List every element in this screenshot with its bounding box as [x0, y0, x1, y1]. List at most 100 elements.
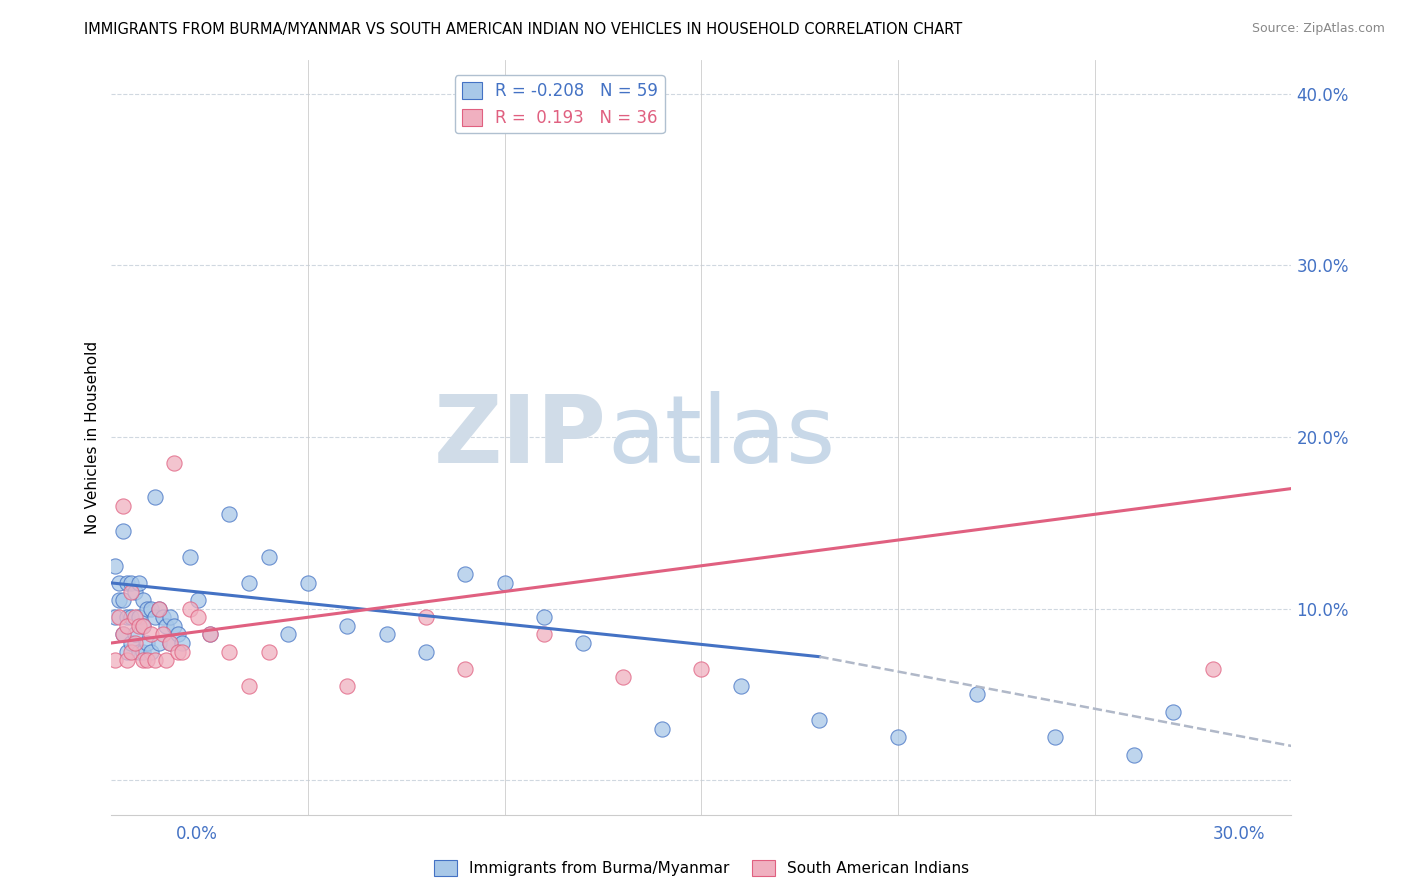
Point [135, 653, 157, 667]
Point [148, 601, 170, 615]
Point [336, 679, 359, 693]
Point [132, 619, 155, 633]
Point [167, 644, 190, 658]
Point [128, 644, 150, 658]
Point [104, 653, 127, 667]
Point [454, 567, 477, 582]
Point [1045, 731, 1067, 745]
Point [112, 593, 135, 607]
Text: 30.0%: 30.0% [1213, 825, 1265, 843]
Point [415, 644, 437, 658]
Point [143, 490, 166, 504]
Point [108, 576, 131, 591]
Point [143, 610, 166, 624]
Point [1163, 705, 1185, 719]
Text: Source: ZipAtlas.com: Source: ZipAtlas.com [1251, 22, 1385, 36]
Point [218, 508, 240, 522]
Point [494, 576, 516, 591]
Point [187, 610, 209, 624]
Point [104, 558, 127, 573]
Point [198, 627, 221, 641]
Point [730, 679, 752, 693]
Point [124, 610, 146, 624]
Point [238, 576, 260, 591]
Point [124, 584, 146, 599]
Point [651, 722, 673, 736]
Point [808, 713, 831, 727]
Point [198, 627, 221, 641]
Point [132, 653, 155, 667]
Point [112, 627, 135, 641]
Point [135, 636, 157, 650]
Point [128, 576, 150, 591]
Point [112, 627, 135, 641]
Point [690, 662, 713, 676]
Point [112, 524, 135, 539]
Point [179, 550, 201, 565]
Point [336, 619, 359, 633]
Point [163, 619, 186, 633]
Point [120, 610, 142, 624]
Point [1123, 747, 1146, 762]
Text: ZIP: ZIP [434, 391, 607, 483]
Point [120, 576, 142, 591]
Point [143, 653, 166, 667]
Point [124, 627, 146, 641]
Point [159, 636, 181, 650]
Point [277, 627, 299, 641]
Point [172, 644, 194, 658]
Point [135, 601, 157, 615]
Point [132, 619, 155, 633]
Point [179, 601, 201, 615]
Legend: R = -0.208   N = 59, R =  0.193   N = 36: R = -0.208 N = 59, R = 0.193 N = 36 [456, 76, 665, 134]
Point [159, 610, 181, 624]
Point [115, 576, 138, 591]
Point [572, 636, 595, 650]
Point [132, 593, 155, 607]
Point [104, 610, 127, 624]
Point [139, 601, 162, 615]
Point [533, 627, 555, 641]
Point [218, 644, 240, 658]
Point [128, 619, 150, 633]
Point [172, 636, 194, 650]
Point [139, 627, 162, 641]
Point [124, 636, 146, 650]
Text: IMMIGRANTS FROM BURMA/MYANMAR VS SOUTH AMERICAN INDIAN NO VEHICLES IN HOUSEHOLD : IMMIGRANTS FROM BURMA/MYANMAR VS SOUTH A… [84, 22, 963, 37]
Text: atlas: atlas [607, 391, 835, 483]
Point [415, 610, 437, 624]
Point [238, 679, 260, 693]
Point [1202, 662, 1225, 676]
Point [115, 619, 138, 633]
Point [108, 593, 131, 607]
Point [257, 644, 280, 658]
Point [257, 550, 280, 565]
Point [163, 456, 186, 470]
Point [155, 619, 177, 633]
Point [297, 576, 319, 591]
Point [159, 636, 181, 650]
Point [155, 653, 177, 667]
Point [887, 731, 910, 745]
Point [128, 610, 150, 624]
Point [120, 584, 142, 599]
Point [533, 610, 555, 624]
Point [115, 610, 138, 624]
Y-axis label: No Vehicles in Household: No Vehicles in Household [86, 341, 100, 533]
Point [612, 670, 634, 684]
Point [187, 593, 209, 607]
Point [139, 644, 162, 658]
Point [132, 644, 155, 658]
Point [120, 636, 142, 650]
Point [454, 662, 477, 676]
Point [152, 627, 174, 641]
Point [152, 610, 174, 624]
Point [148, 601, 170, 615]
Point [112, 499, 135, 513]
Text: 0.0%: 0.0% [176, 825, 218, 843]
Point [115, 644, 138, 658]
Point [167, 627, 190, 641]
Point [115, 653, 138, 667]
Point [148, 636, 170, 650]
Point [966, 688, 988, 702]
